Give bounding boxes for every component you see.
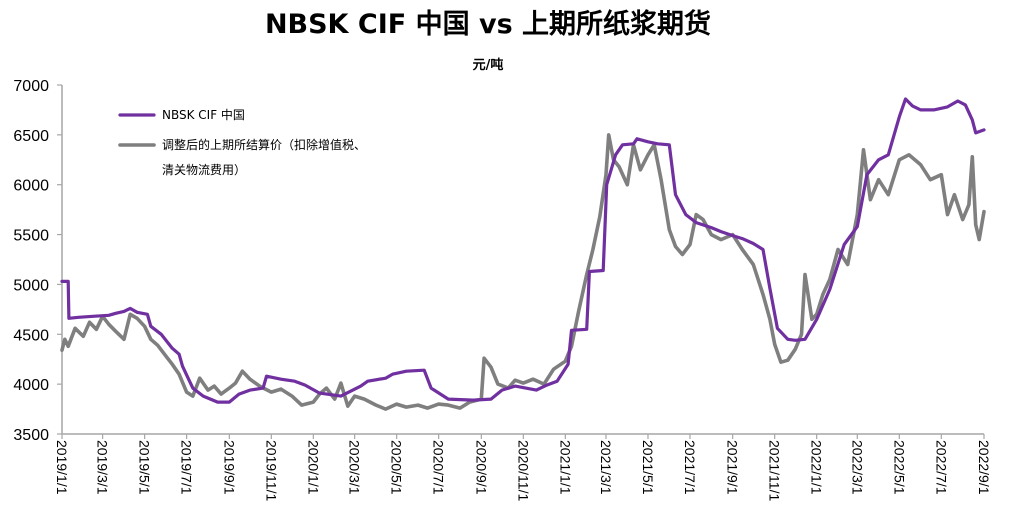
x-tick-label: 2021/11/1 <box>767 440 783 501</box>
y-tick-label: 5000 <box>13 277 49 294</box>
x-tick-label: 2020/11/1 <box>515 440 531 501</box>
x-tick-label: 2020/5/1 <box>389 440 405 495</box>
x-tick-label: 2019/1/1 <box>54 440 70 495</box>
x-tick-label: 2020/1/1 <box>305 440 321 495</box>
unit-label: 元/吨 <box>473 57 504 73</box>
series-line-nbsk <box>60 97 986 404</box>
x-tick-label: 2019/5/1 <box>137 440 153 495</box>
x-tick-label: 2020/9/1 <box>473 440 489 495</box>
x-tick-label: 2022/9/1 <box>976 440 992 495</box>
y-tick-label: 7000 <box>13 78 49 95</box>
x-tick-label: 2022/1/1 <box>809 440 825 495</box>
y-tick-label: 4500 <box>13 327 49 344</box>
y-axis-ticks: 7000 6500 6000 5500 5000 4500 4000 3500 <box>13 78 62 444</box>
x-tick-label: 2021/9/1 <box>725 440 741 495</box>
series-line-adjusted-shfe <box>60 133 986 411</box>
y-tick-label: 6500 <box>13 128 49 145</box>
x-tick-label: 2022/3/1 <box>849 440 865 495</box>
y-tick-label: 5500 <box>13 228 49 245</box>
legend-label: 调整后的上期所结算价（扣除增值税、 <box>162 137 366 152</box>
chart-title: NBSK CIF 中国 vs 上期所纸浆期货 <box>265 8 711 40</box>
legend-label: 清关物流费用） <box>162 163 246 177</box>
legend-label: NBSK CIF 中国 <box>162 107 245 122</box>
x-tick-label: 2019/11/1 <box>263 440 279 501</box>
y-tick-label: 6000 <box>13 178 49 195</box>
x-tick-label: 2021/7/1 <box>682 440 698 495</box>
y-tick-label: 3500 <box>13 427 49 444</box>
x-tick-label: 2021/3/1 <box>598 440 614 495</box>
x-tick-label: 2021/1/1 <box>557 440 573 495</box>
x-axis-ticks: 2019/1/1 2019/3/1 2019/5/1 2019/7/1 2019/9/1… <box>54 434 992 501</box>
x-tick-label: 2022/7/1 <box>933 440 949 495</box>
y-tick-label: 4000 <box>13 377 49 394</box>
x-tick-label: 2020/3/1 <box>347 440 363 495</box>
x-tick-label: 2020/7/1 <box>431 440 447 495</box>
series-group <box>60 97 986 411</box>
x-tick-label: 2019/7/1 <box>179 440 195 495</box>
x-tick-label: 2022/5/1 <box>891 440 907 495</box>
x-tick-label: 2019/3/1 <box>95 440 111 495</box>
x-tick-label: 2019/9/1 <box>221 440 237 495</box>
x-tick-label: 2021/5/1 <box>640 440 656 495</box>
